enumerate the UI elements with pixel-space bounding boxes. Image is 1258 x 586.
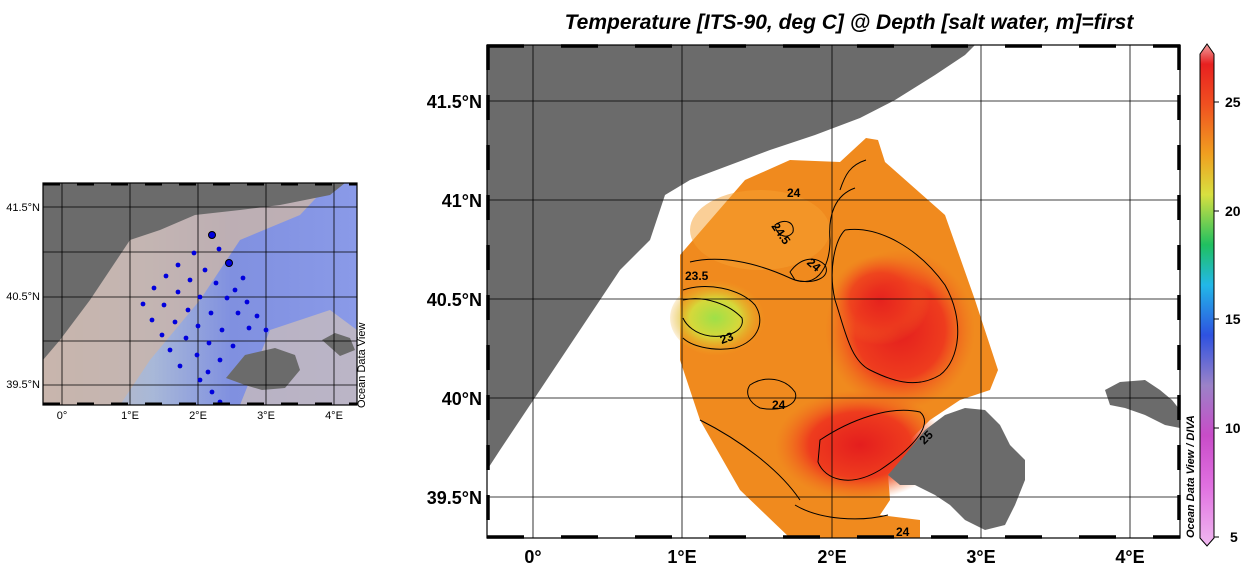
- colorbar-tick: 25: [1225, 94, 1241, 110]
- station-dot: [206, 340, 212, 346]
- station-dot: [205, 369, 211, 375]
- station-dot: [217, 357, 223, 363]
- station-dot: [161, 302, 167, 308]
- station-dot: [183, 335, 189, 341]
- station-dot: [151, 285, 157, 291]
- svg-text:2°E: 2°E: [189, 410, 207, 422]
- station-dot: [159, 332, 165, 338]
- svg-text:1°E: 1°E: [667, 547, 696, 567]
- contour-label: 23: [718, 329, 736, 347]
- colorbar-tick: 5: [1230, 529, 1238, 545]
- station-dot: [185, 307, 191, 313]
- main-lat-ticks: 41.5°N 41°N 40.5°N 40°N 39.5°N: [427, 92, 482, 508]
- station-dot: [209, 389, 215, 395]
- svg-text:40.5°N: 40.5°N: [427, 290, 482, 310]
- station-dot: [219, 327, 225, 333]
- svg-text:0°: 0°: [524, 547, 541, 567]
- mallorca-land: [888, 408, 1025, 530]
- station-marker: [208, 231, 216, 239]
- station-dot: [187, 277, 193, 283]
- station-dot: [216, 246, 222, 252]
- svg-text:0°: 0°: [57, 410, 68, 422]
- svg-text:4°E: 4°E: [325, 410, 343, 422]
- station-dot: [240, 275, 246, 281]
- svg-text:2°E: 2°E: [817, 547, 846, 567]
- inset-lat-ticks: 41.5°N 40.5°N 39.5°N: [6, 202, 40, 391]
- colorbar-tick: 15: [1225, 311, 1241, 327]
- station-dot: [172, 319, 178, 325]
- station-dot: [177, 363, 183, 369]
- iberia-land: [487, 45, 975, 470]
- station-dot: [197, 377, 203, 383]
- colorbar-tick: 20: [1225, 203, 1241, 219]
- station-dot: [175, 262, 181, 268]
- colorbar-tick: 10: [1225, 420, 1241, 436]
- station-dot: [195, 323, 201, 329]
- colorbar: 25 20 15 10 5: [1199, 43, 1241, 547]
- contour-label: 24: [896, 525, 910, 539]
- station-dot: [194, 352, 200, 358]
- inset-land-menorca: [322, 333, 355, 356]
- menorca-land: [1105, 380, 1180, 428]
- svg-text:41.5°N: 41.5°N: [6, 202, 40, 214]
- contour-label: 24: [772, 398, 786, 412]
- inset-map: Ocean Data View: [42, 182, 368, 408]
- station-dot: [149, 317, 155, 323]
- station-dot: [232, 287, 238, 293]
- station-dot: [163, 273, 169, 279]
- station-dot: [191, 250, 197, 256]
- station-dot: [244, 299, 250, 305]
- contour-lines: [682, 159, 959, 520]
- watermark: Ocean Data View / DIVA: [1185, 415, 1197, 538]
- inset-land-iberia: [43, 183, 345, 360]
- station-dot: [230, 343, 236, 349]
- svg-text:4°E: 4°E: [1115, 547, 1144, 567]
- svg-text:40.5°N: 40.5°N: [6, 291, 40, 303]
- svg-text:40°N: 40°N: [442, 389, 482, 409]
- station-dot: [167, 347, 173, 353]
- inset-land-mallorca: [226, 348, 300, 390]
- svg-text:39.5°N: 39.5°N: [6, 379, 40, 391]
- svg-text:1°E: 1°E: [121, 410, 139, 422]
- station-dot: [254, 313, 260, 319]
- graticule: [487, 45, 1180, 538]
- svg-text:3°E: 3°E: [257, 410, 275, 422]
- station-dot: [213, 280, 219, 286]
- station-dot: [197, 294, 203, 300]
- contour-label: 23.5: [685, 269, 709, 283]
- station-dot: [140, 301, 146, 307]
- inset-lon-ticks: 0° 1°E 2°E 3°E 4°E: [57, 410, 343, 422]
- main-map: 24 24.5 24 23.5 23 24 25 24 Ocean Data V…: [486, 44, 1197, 539]
- svg-text:39.5°N: 39.5°N: [427, 488, 482, 508]
- station-dot: [175, 289, 181, 295]
- svg-text:3°E: 3°E: [966, 547, 995, 567]
- station-marker: [225, 259, 233, 267]
- svg-text:41°N: 41°N: [442, 191, 482, 211]
- station-dot: [246, 325, 252, 331]
- station-dot: [263, 327, 269, 333]
- svg-text:41.5°N: 41.5°N: [427, 92, 482, 112]
- station-dot: [208, 310, 214, 316]
- station-dot: [235, 310, 241, 316]
- station-dot: [202, 267, 208, 273]
- main-lon-ticks: 0° 1°E 2°E 3°E 4°E: [524, 547, 1144, 567]
- inset-watermark: Ocean Data View: [356, 323, 368, 408]
- map-title: Temperature [ITS-90, deg C] @ Depth [sal…: [565, 11, 1135, 34]
- station-dot: [224, 295, 230, 301]
- contour-label: 24: [787, 186, 801, 200]
